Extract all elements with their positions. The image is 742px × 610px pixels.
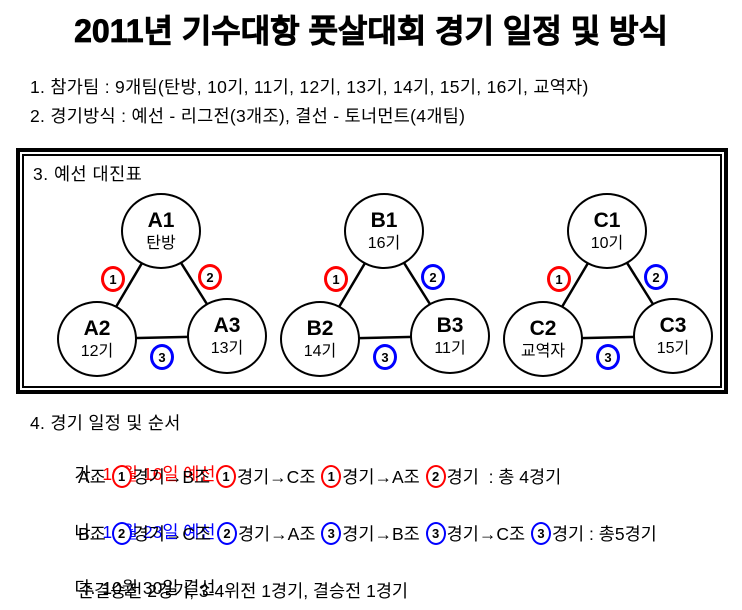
schedule-text-segment: 경기→A조: [237, 524, 321, 544]
schedule-text-segment: B조: [78, 524, 111, 544]
schedule-entry-line-1: A조 1 경기→B조 1 경기→C조 1 경기→A조 2 경기 : 총 4경기: [78, 464, 561, 489]
schedule-text-segment: 경기→B조: [342, 524, 425, 544]
schedule-text-segment: 준결승전 2경기, 3-4위전 1경기, 결승전 1경기: [78, 581, 409, 601]
circled-match-number: 1: [111, 465, 132, 488]
schedule-heading: 4. 경기 일정 및 순서: [30, 413, 181, 433]
schedule-text-segment: 경기 : 총5경기: [551, 524, 657, 544]
entry-label: 다.: [74, 578, 96, 598]
schedule-entry-line-2: B조 2 경기→C조 2 경기→A조 3 경기→B조 3 경기→C조 3 경기 : 총5경…: [78, 521, 657, 546]
schedule-entry-head-3: 다. 10월 30일 결선: [55, 554, 215, 610]
document-title: 2011년 기수대항 풋살대회 경기 일정 및 방식: [74, 13, 669, 50]
schedule-text-segment: 경기→B조: [132, 467, 215, 487]
circled-match-number: 3: [321, 522, 342, 545]
circled-match-number: 2: [216, 522, 237, 545]
schedule-text-segment: 경기→C조: [236, 467, 321, 487]
circled-match-number: 1: [321, 465, 342, 488]
entry-label: 가.: [74, 464, 96, 484]
schedule-text-segment: 경기→C조: [446, 524, 530, 544]
schedule-entry-line-3: 준결승전 2경기, 3-4위전 1경기, 결승전 1경기: [78, 578, 408, 603]
circled-match-number: 2: [111, 522, 132, 545]
bracket-box: 3. 예선 대진표: [16, 148, 728, 394]
intro-line-participants: 1. 참가팀 : 9개팀(탄방, 10기, 11기, 12기, 13기, 14기…: [30, 77, 589, 97]
intro-line-format: 2. 경기방식 : 예선 - 리그전(3개조), 결선 - 토너먼트(4개팀): [30, 106, 466, 126]
circled-match-number: 3: [425, 522, 446, 545]
schedule-text-segment: 경기→A조: [342, 467, 425, 487]
bracket-heading: 3. 예선 대진표: [33, 164, 143, 184]
schedule-text-segment: A조: [78, 467, 111, 487]
entry-label: 나.: [74, 522, 96, 542]
circled-match-number: 1: [215, 465, 236, 488]
schedule-text-segment: 경기→C조: [132, 524, 216, 544]
schedule-text-segment: 경기 : 총 4경기: [446, 467, 562, 487]
circled-match-number: 2: [425, 465, 446, 488]
bracket-box-inner-border: 3. 예선 대진표: [22, 154, 722, 388]
entry-date: 10월 30일 결선: [102, 578, 216, 598]
circled-match-number: 3: [530, 522, 551, 545]
